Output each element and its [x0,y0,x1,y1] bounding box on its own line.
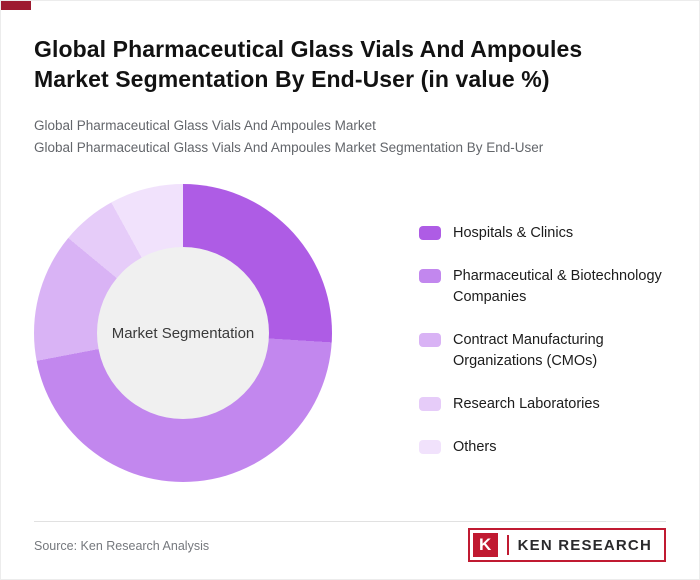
legend-label: Contract Manufacturing Organizations (CM… [453,332,604,370]
legend-item-research-laboratories: Research Laboratories [419,394,669,415]
donut-chart: Market Segmentation [34,184,332,482]
chart-legend: Hospitals & Clinics Pharmaceutical & Bio… [419,223,669,458]
legend-item-others: Others [419,437,669,458]
legend-item-cmos: Contract Manufacturing Organizations (CM… [419,330,669,372]
legend-swatch-icon [419,333,441,348]
donut-center-label: Market Segmentation [111,324,255,342]
ken-research-logo-mark-icon: K [472,533,498,557]
subtitle-line-2: Global Pharmaceutical Glass Vials And Am… [34,139,544,155]
legend-swatch-icon [419,269,441,284]
legend-swatch-icon [419,397,441,412]
source-attribution: Source: Ken Research Analysis [34,539,210,553]
legend-item-hospitals-clinics: Hospitals & Clinics [419,223,669,244]
legend-swatch-icon [419,226,441,240]
legend-label: Pharmaceutical & Biotechnology Companies [453,268,662,306]
page-title: Global Pharmaceutical Glass Vials And Am… [34,36,583,93]
footer-divider [34,521,666,522]
subtitle-block: Global Pharmaceutical Glass Vials And Am… [34,115,674,158]
legend-swatch-icon [419,440,441,455]
legend-item-pharma-biotech: Pharmaceutical & Biotechnology Companies [419,266,669,308]
subtitle-line-1: Global Pharmaceutical Glass Vials And Am… [34,118,376,133]
donut-hole: Market Segmentation [97,247,269,419]
legend-label: Research Laboratories [453,396,600,413]
legend-label: Others [453,439,497,456]
ken-research-logo-text: KEN RESEARCH [517,536,652,554]
legend-label: Hospitals & Clinics [453,225,574,241]
ken-research-logo: K KEN RESEARCH [467,528,666,562]
brand-accent-bar [1,1,31,10]
chart-area: Market Segmentation [34,184,332,482]
logo-separator [506,535,509,555]
